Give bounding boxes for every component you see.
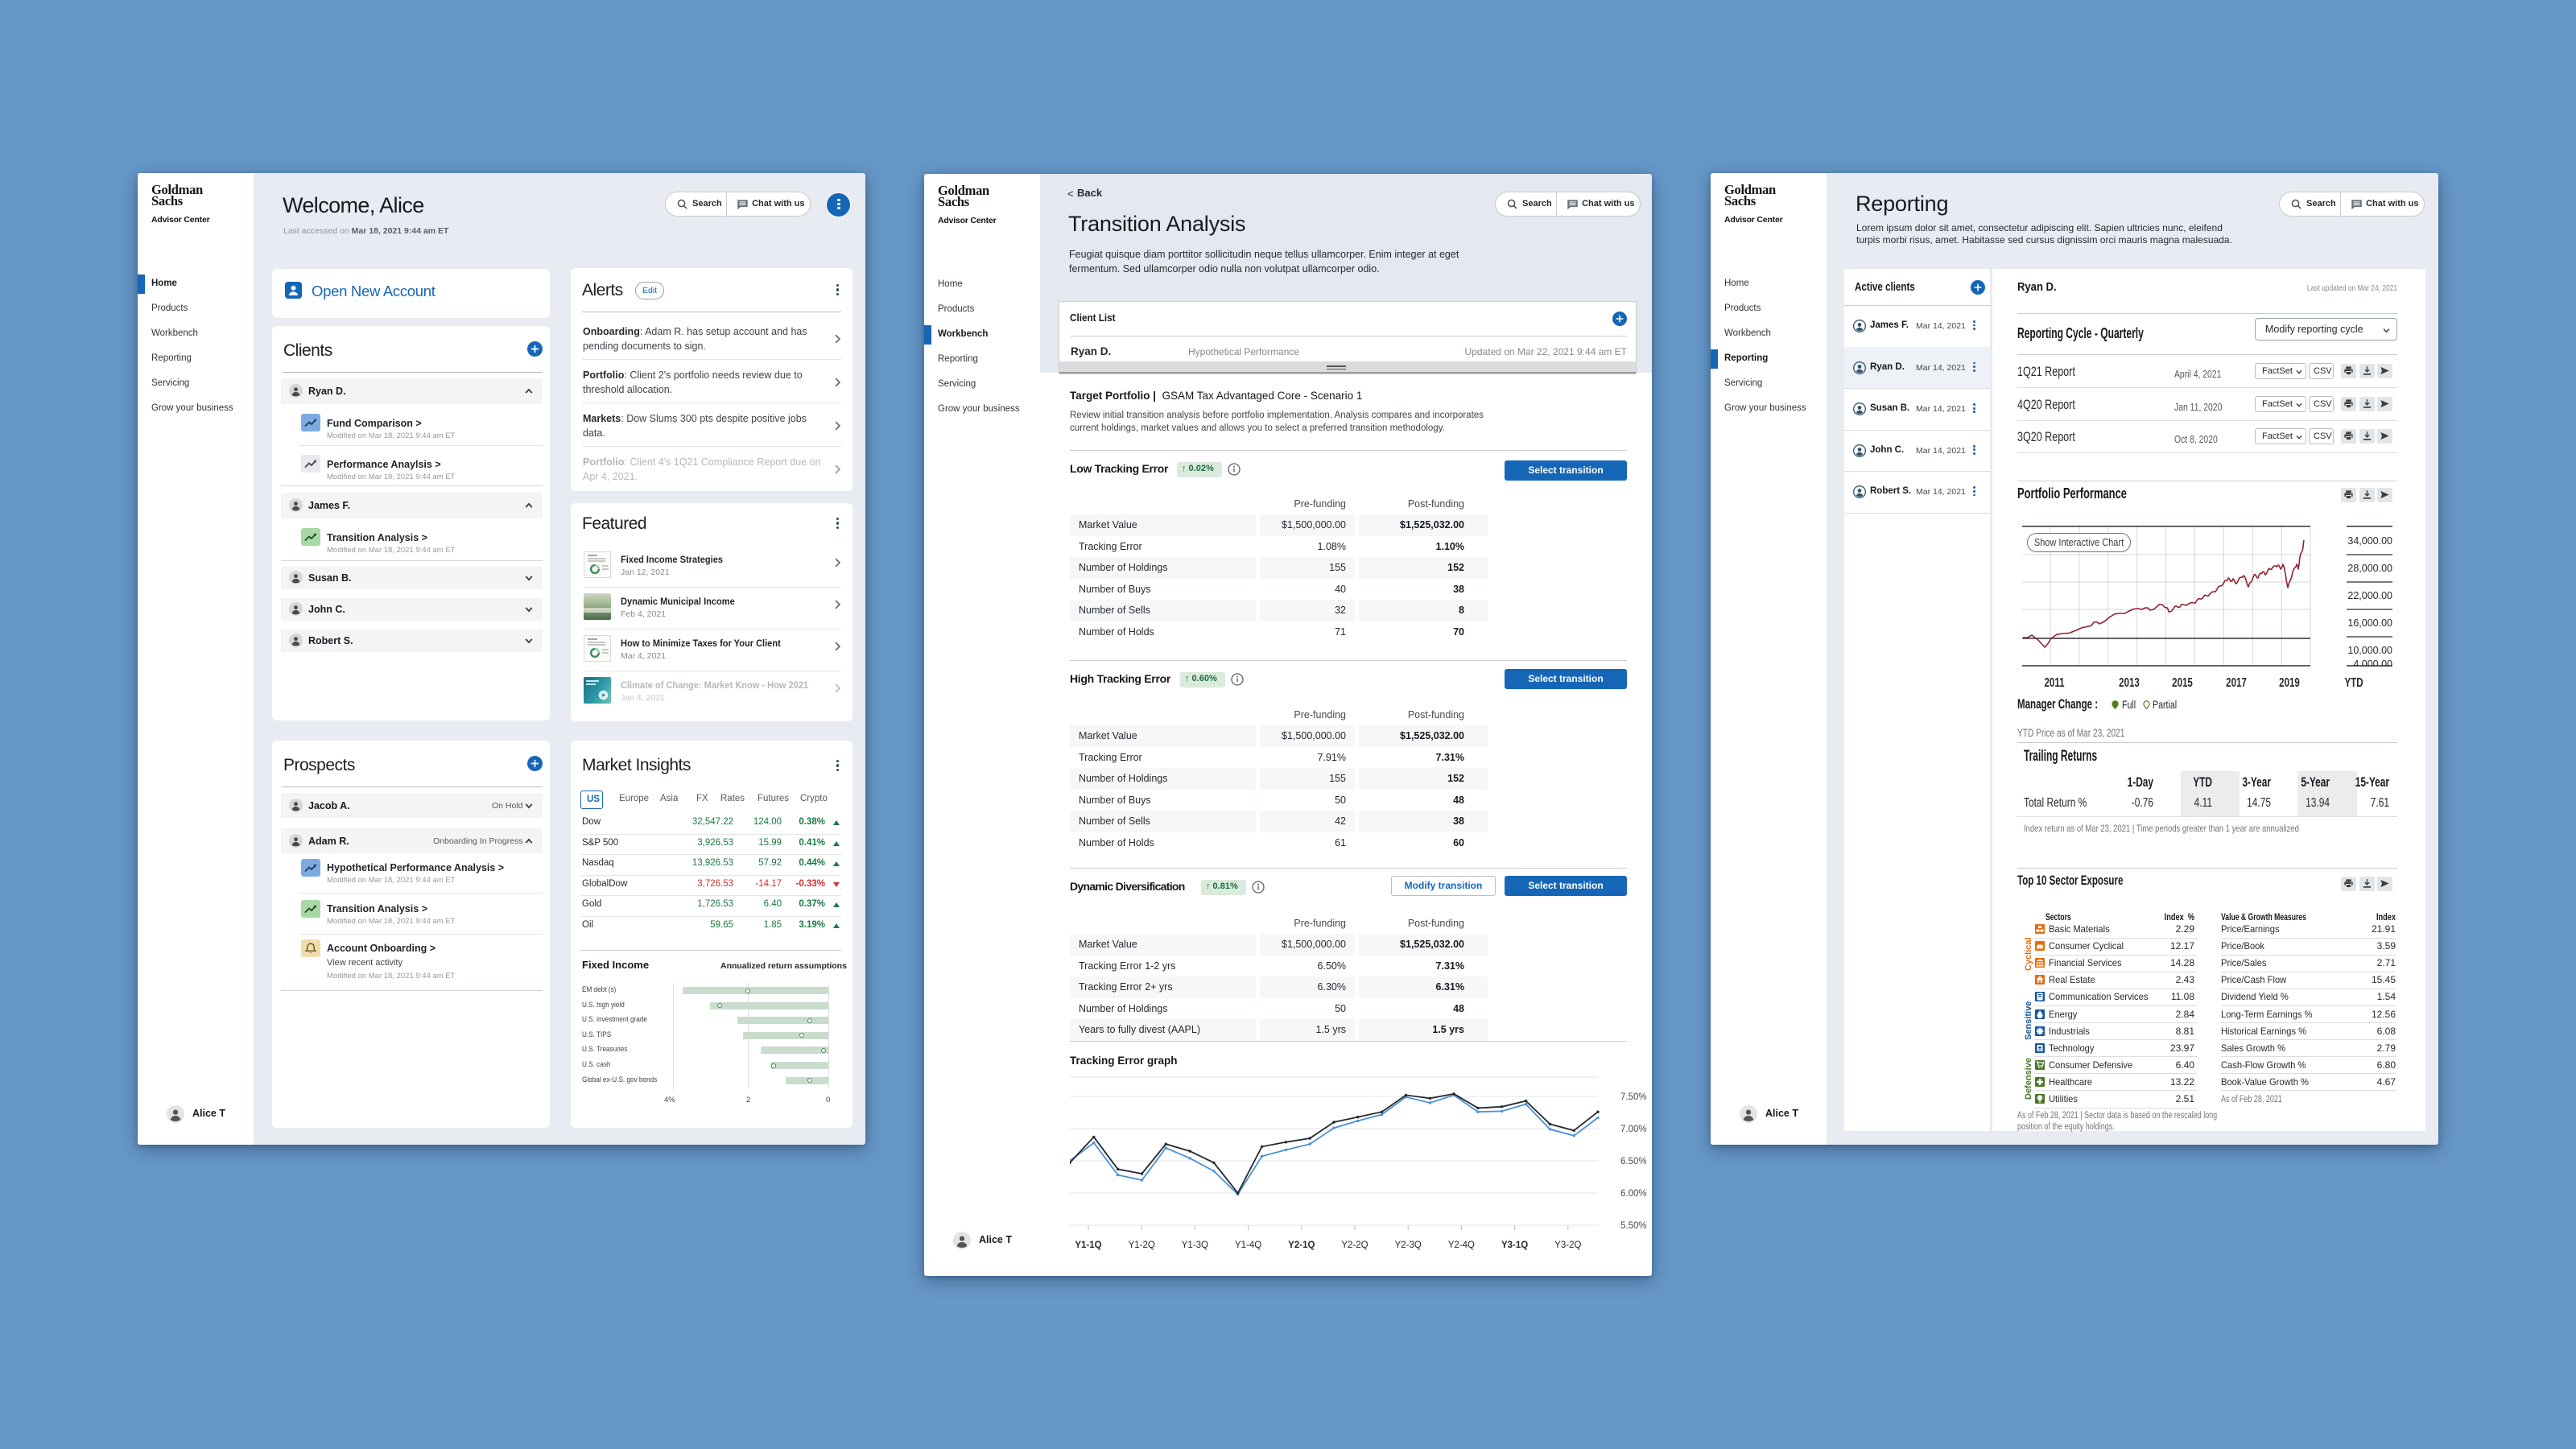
svg-text:Y2-2Q: Y2-2Q: [1341, 1241, 1368, 1250]
svg-text:22,000.00: 22,000.00: [2347, 590, 2392, 601]
svg-text:Y2-1Q: Y2-1Q: [1288, 1241, 1315, 1250]
svg-text:Y1-4Q: Y1-4Q: [1235, 1241, 1261, 1250]
svg-text:7.50%: 7.50%: [1620, 1092, 1647, 1102]
svg-text:34,000.00: 34,000.00: [2347, 535, 2392, 547]
svg-text:16,000.00: 16,000.00: [2347, 617, 2392, 629]
svg-text:6.50%: 6.50%: [1620, 1157, 1647, 1166]
svg-text:5.50%: 5.50%: [1620, 1221, 1647, 1231]
svg-text:Y2-4Q: Y2-4Q: [1448, 1241, 1475, 1250]
svg-text:28,000.00: 28,000.00: [2347, 563, 2392, 574]
svg-text:4,000.00: 4,000.00: [2353, 658, 2392, 667]
svg-text:6.00%: 6.00%: [1620, 1189, 1647, 1199]
svg-text:Y1-1Q: Y1-1Q: [1075, 1241, 1101, 1250]
svg-text:10,000.00: 10,000.00: [2347, 645, 2392, 656]
svg-text:Y1-3Q: Y1-3Q: [1182, 1241, 1208, 1250]
svg-text:Y2-3Q: Y2-3Q: [1395, 1241, 1422, 1250]
svg-text:Y1-2Q: Y1-2Q: [1129, 1241, 1155, 1250]
svg-text:7.00%: 7.00%: [1620, 1125, 1647, 1134]
svg-text:Y3-1Q: Y3-1Q: [1501, 1241, 1528, 1250]
svg-text:Y3-2Q: Y3-2Q: [1554, 1241, 1581, 1250]
